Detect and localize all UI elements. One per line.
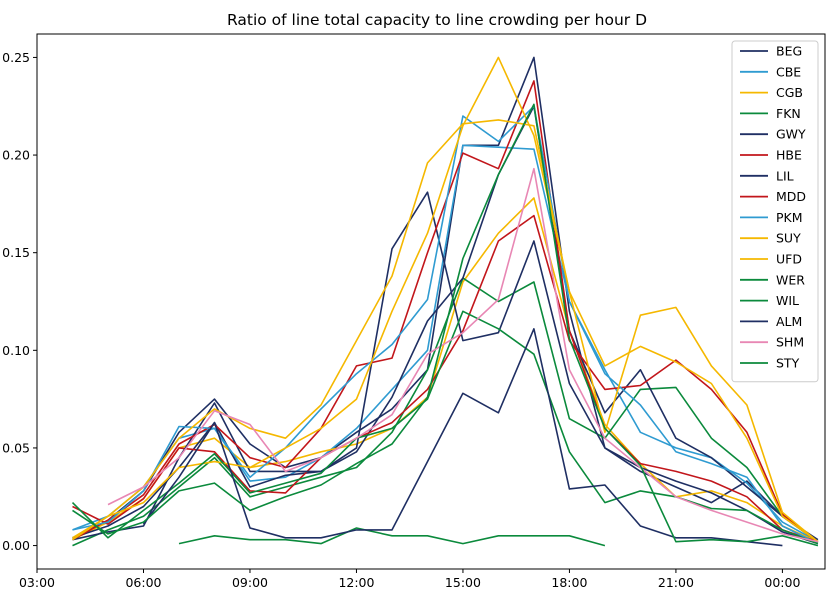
- y-tick-label: 0.10: [2, 343, 30, 358]
- legend-label: CBE: [776, 64, 801, 79]
- x-tick-label: 18:00: [551, 575, 587, 590]
- y-tick-label: 0.20: [2, 148, 30, 163]
- series-line-ufd: [72, 56, 819, 543]
- legend-label: PKM: [776, 210, 803, 225]
- legend-label: WER: [776, 272, 805, 287]
- series-line-cgb: [72, 197, 819, 543]
- x-axis: 03:00 06:00 09:00 12:00 15:00 18:00 21:00 00:00: [19, 569, 800, 590]
- series-line-fkn: [72, 277, 819, 547]
- legend-label: BEG: [776, 44, 802, 59]
- legend-box: [731, 40, 819, 383]
- legend-label: SUY: [776, 231, 801, 246]
- series-line-gwy: [72, 105, 819, 543]
- y-tick-label: 0.05: [2, 440, 30, 455]
- series-line-lil: [72, 191, 819, 545]
- series-line-wer: [178, 527, 606, 547]
- x-tick-label: 00:00: [764, 575, 800, 590]
- series-line-alm: [142, 327, 783, 547]
- x-tick-label: 12:00: [338, 575, 374, 590]
- plot-frame: [36, 33, 826, 570]
- x-tick-label: 03:00: [19, 575, 55, 590]
- legend-label: WIL: [776, 293, 799, 308]
- y-tick-label: 0.00: [2, 538, 30, 553]
- series-line-beg: [72, 56, 819, 541]
- y-axis: 0.00 0.05 0.10 0.15 0.20 0.25: [2, 50, 37, 553]
- legend-label: ALM: [776, 314, 802, 329]
- legend: BEG CBE CGB FKN GWY HBE LIL MDD PKM SUY UFD WER WIL A…: [731, 40, 819, 383]
- x-tick-label: 09:00: [232, 575, 268, 590]
- legend-label: SHM: [776, 335, 804, 350]
- legend-label: GWY: [776, 127, 806, 142]
- x-tick-label: 06:00: [125, 575, 161, 590]
- series-line-wil: [71, 310, 819, 545]
- legend-label: UFD: [776, 252, 802, 267]
- series-line-shm: [107, 167, 819, 543]
- plot-lines: [71, 56, 819, 547]
- x-tick-label: 21:00: [658, 575, 694, 590]
- y-tick-label: 0.25: [2, 50, 30, 65]
- legend-label: LIL: [776, 168, 794, 183]
- x-tick-label: 15:00: [445, 575, 481, 590]
- legend-label: HBE: [776, 148, 802, 163]
- legend-label: CGB: [776, 85, 803, 100]
- legend-label: FKN: [776, 106, 801, 121]
- series-line-sty: [72, 103, 819, 547]
- legend-label: STY: [776, 356, 800, 371]
- series-line-mdd: [72, 80, 819, 543]
- legend-label: MDD: [776, 189, 806, 204]
- series-line-suy: [72, 119, 819, 543]
- y-tick-label: 0.15: [2, 245, 30, 260]
- chart-title: Ratio of line total capacity to line cro…: [227, 11, 647, 29]
- series-line-pkm: [72, 105, 819, 545]
